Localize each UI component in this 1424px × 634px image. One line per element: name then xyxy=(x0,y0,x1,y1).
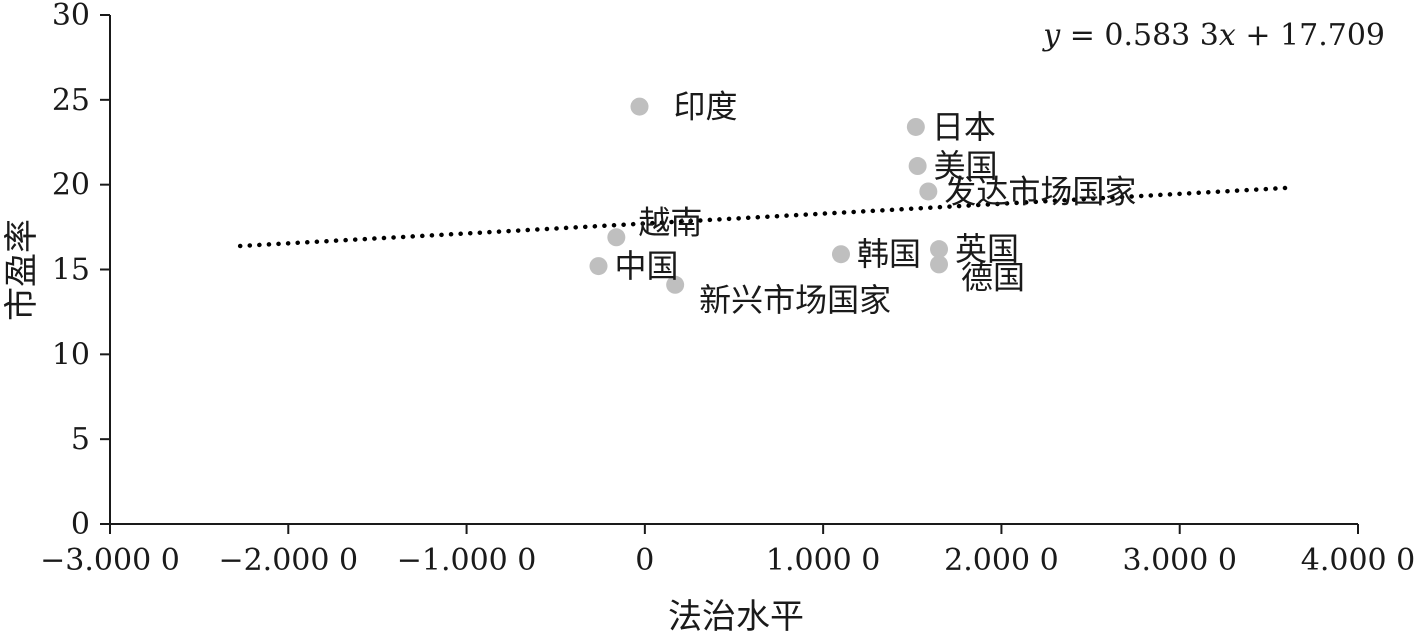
trendline-path xyxy=(237,185,1295,249)
y-tick-label: 10 xyxy=(52,337,90,372)
data-point-label: 越南 xyxy=(638,203,702,241)
y-tick-label: 20 xyxy=(52,168,90,203)
data-point-label: 印度 xyxy=(674,88,738,126)
equation-slope: = 0.583 3 xyxy=(1060,18,1219,53)
equation-y: y xyxy=(1041,18,1061,53)
equation-x: x xyxy=(1219,18,1236,53)
x-tick-label: −1.000 0 xyxy=(397,543,537,578)
data-point xyxy=(930,240,949,259)
axes: 0 5 10 15 20 25 30 −3.000 0 −2.000 0 −1.000 0 0 1.0… xyxy=(40,0,1415,578)
data-point-label: 新兴市场国家 xyxy=(699,281,891,319)
data-point xyxy=(589,257,608,276)
data-point xyxy=(908,157,927,176)
data-point-label: 美国 xyxy=(934,147,998,185)
data-point xyxy=(906,117,925,136)
data-point xyxy=(930,255,949,274)
data-point xyxy=(630,97,649,116)
data-point xyxy=(919,182,938,201)
equation-intercept: + 17.709 xyxy=(1236,18,1385,53)
y-tick-label: 25 xyxy=(52,83,90,118)
data-point xyxy=(831,245,850,264)
y-tick-label: 30 xyxy=(52,0,90,33)
data-point-label: 中国 xyxy=(615,247,679,285)
trendline xyxy=(237,185,1295,249)
y-axis-title: 市盈率 xyxy=(2,219,42,321)
x-tick-label: 0 xyxy=(635,543,654,578)
x-tick-label: 4.000 0 xyxy=(1301,543,1416,578)
x-axis-title: 法治水平 xyxy=(668,597,804,634)
y-tick-label: 5 xyxy=(71,422,90,457)
x-tick-label: −2.000 0 xyxy=(218,543,358,578)
data-point-label: 德国 xyxy=(961,258,1025,296)
trendline-equation: y = 0.583 3x + 17.709 xyxy=(1041,18,1385,53)
data-point xyxy=(607,228,626,247)
y-tick-label: 0 xyxy=(71,507,90,542)
data-point-label: 英国 xyxy=(955,230,1019,268)
x-tick-label: 2.000 0 xyxy=(944,543,1059,578)
data-points xyxy=(589,97,949,294)
data-point-label: 日本 xyxy=(932,108,996,146)
x-tick-label: 1.000 0 xyxy=(766,543,881,578)
data-point-label: 发达市场国家 xyxy=(944,172,1136,210)
data-point xyxy=(666,275,685,294)
x-tick-label: 3.000 0 xyxy=(1122,543,1237,578)
y-tick-label: 15 xyxy=(52,253,90,288)
data-point-label: 韩国 xyxy=(857,235,921,273)
x-tick-label: −3.000 0 xyxy=(40,543,180,578)
